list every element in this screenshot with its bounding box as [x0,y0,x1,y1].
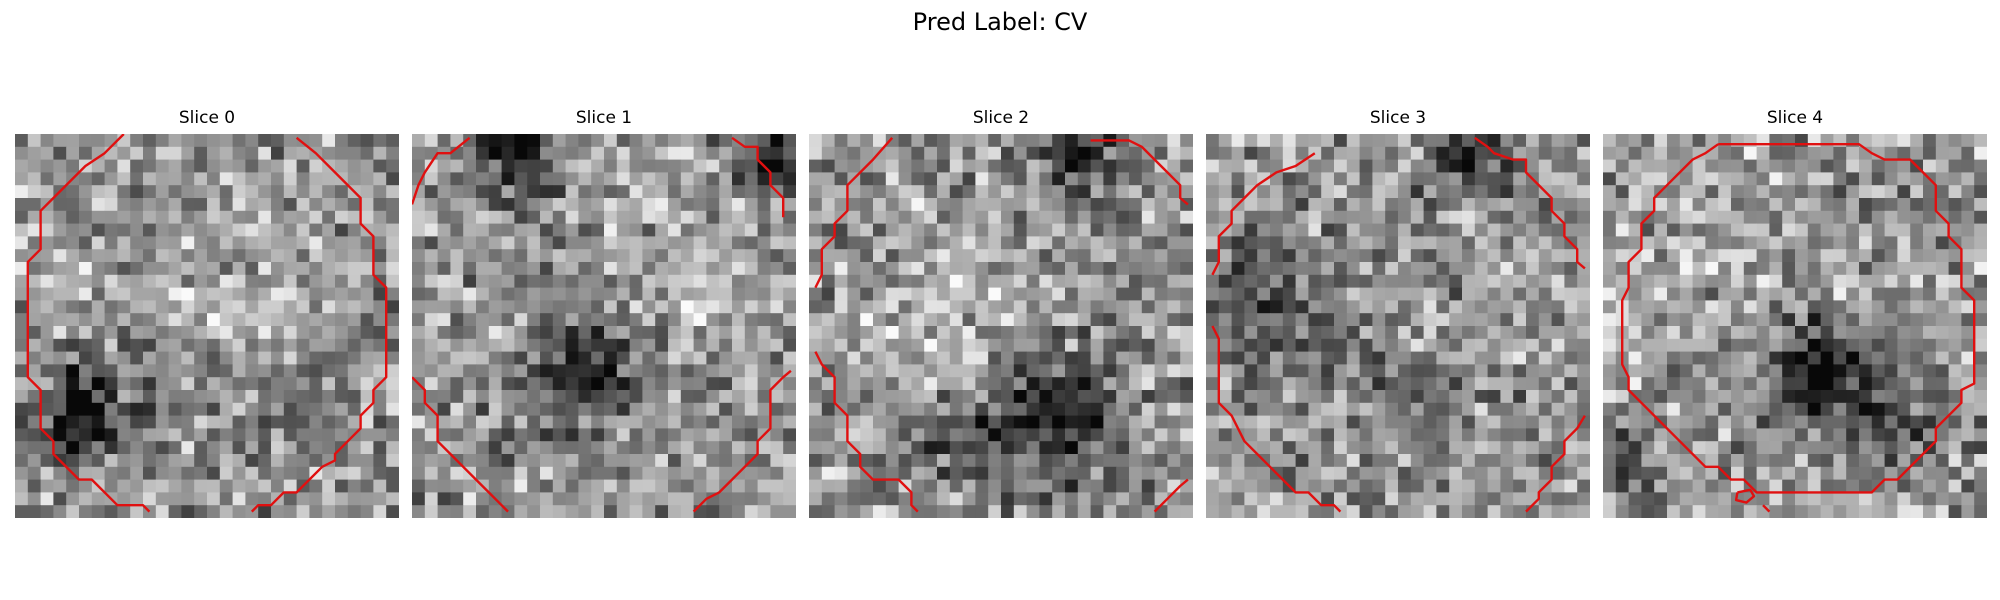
contour-line-2 [1762,504,1771,513]
contour-line-2 [412,376,509,513]
slice-title-3: Slice 3 [1369,108,1427,128]
slice-title-0: Slice 0 [178,108,236,128]
slice-image-4 [1603,134,1987,518]
contour-line-3 [1153,478,1189,513]
pixel-grid [1603,134,1987,518]
contour-line-2 [814,351,919,513]
contour-line-0 [412,136,471,205]
contour-line-0 [814,137,894,289]
slice-title-1: Slice 1 [575,108,633,128]
slice-image-3 [1206,134,1590,518]
pixel-grid [15,134,399,518]
slice-title-2: Slice 2 [972,108,1030,128]
contour-line-3 [1525,414,1586,513]
contour-line-0 [1474,136,1586,270]
pixel-grid [809,134,1193,518]
contour-line-3 [692,369,792,513]
slice-image-0 [15,134,399,518]
slice-title-4: Slice 4 [1766,108,1824,128]
contour-line-1 [731,136,785,218]
contour-line-1 [250,136,388,513]
contour-line-1 [1734,488,1756,504]
contour-line-0 [26,134,151,513]
figure-title: Pred Label: CV [912,8,1088,36]
pixel-grid [412,134,796,518]
slice-image-2 [809,134,1193,518]
pixel-grid [1206,134,1590,518]
contour-line-2 [1211,325,1342,513]
contour-line-1 [1090,139,1189,206]
contour-line-0 [1621,142,1976,494]
slice-image-1 [412,134,796,518]
contour-line-1 [1211,152,1316,276]
